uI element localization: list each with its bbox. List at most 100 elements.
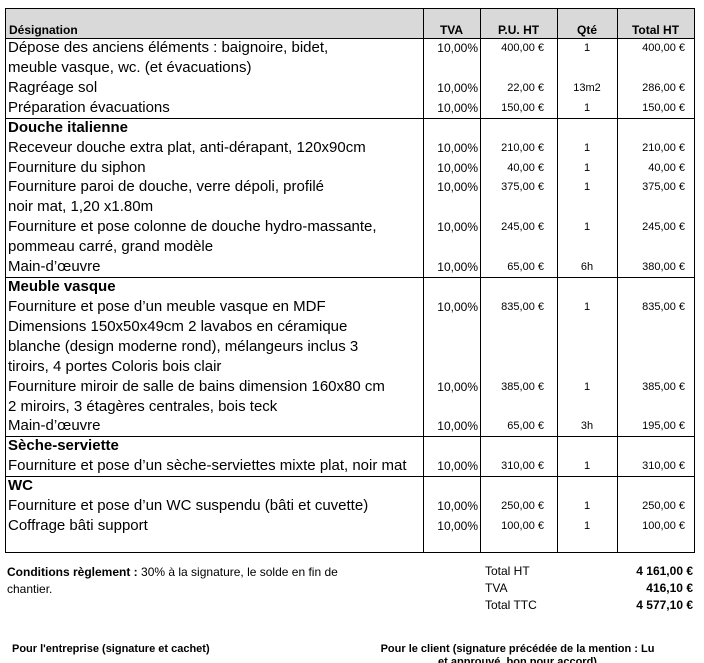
section-title: Meuble vasque — [8, 278, 116, 296]
designation-line: noir mat, 1,20 x1.80m — [8, 198, 154, 216]
payment-terms: Conditions règlement : 30% à la signatur… — [7, 564, 342, 598]
line-total: 150,00 € — [642, 101, 685, 114]
vat-rate: 10,00% — [437, 80, 478, 95]
designation-line: meuble vasque, wc. (et évacuations) — [8, 58, 252, 76]
vat-rate: 10,00% — [437, 459, 478, 474]
quantity: 1 — [583, 161, 591, 174]
designation-line: Coffrage bâti support — [8, 517, 148, 535]
company-signature: Pour l'entreprise (signature et cachet) — [12, 643, 210, 655]
total-value: 4 161,00 € — [636, 564, 693, 578]
designation-line: 2 miroirs, 3 étagères centrales, bois te… — [8, 397, 278, 415]
line-total: 250,00 € — [642, 500, 685, 513]
line-total: 375,00 € — [642, 181, 685, 194]
vat-rate: 10,00% — [437, 260, 478, 275]
designation-line: blanche (design moderne rond), mélangeur… — [8, 337, 359, 355]
column-header: P.U. HT — [497, 23, 540, 37]
unit-price: 100,00 € — [501, 520, 544, 533]
table-frame — [5, 8, 695, 553]
designation-line: Préparation évacuations — [8, 98, 170, 116]
payment-terms-text: 30% à la signature, le solde en fin de c… — [7, 565, 338, 596]
line-total: 286,00 € — [642, 81, 685, 94]
quantity: 13m2 — [573, 81, 601, 94]
unit-price: 835,00 € — [501, 300, 544, 313]
unit-price: 22,00 € — [507, 81, 544, 94]
vat-rate: 10,00% — [437, 140, 478, 155]
vat-rate: 10,00% — [437, 41, 478, 55]
vat-rate: 10,00% — [437, 519, 478, 534]
unit-price: 245,00 € — [501, 221, 544, 234]
designation-line: Fourniture et pose colonne de douche hyd… — [8, 218, 377, 236]
quantity: 1 — [583, 141, 591, 154]
section-divider — [5, 436, 694, 438]
column-header: Total HT — [631, 23, 680, 37]
total-value: 4 577,10 € — [636, 598, 693, 612]
line-total: 835,00 € — [642, 300, 685, 313]
column-divider — [423, 8, 424, 552]
total-label: TVA — [485, 581, 508, 595]
vat-rate: 10,00% — [437, 419, 478, 434]
vat-rate: 10,00% — [437, 160, 478, 175]
unit-price: 385,00 € — [501, 380, 544, 393]
designation-line: Main-d’œuvre — [8, 417, 101, 435]
vat-rate: 10,00% — [437, 220, 478, 235]
unit-price: 210,00 € — [501, 141, 544, 154]
section-title: WC — [8, 477, 33, 495]
quantity: 1 — [583, 42, 591, 54]
column-header: Qté — [576, 23, 597, 37]
total-label: Total TTC — [485, 598, 537, 612]
total-label: Total HT — [485, 564, 530, 578]
designation-line: Fourniture du siphon — [8, 158, 146, 176]
section-divider — [5, 277, 694, 279]
quantity: 1 — [583, 380, 591, 393]
line-total: 385,00 € — [642, 380, 685, 393]
quantity: 6h — [580, 261, 594, 274]
unit-price: 65,00 € — [507, 261, 544, 274]
section-title: Sèche-serviette — [8, 437, 119, 455]
designation-line: Fourniture et pose d’un meuble vasque en… — [8, 297, 326, 315]
unit-price: 250,00 € — [501, 500, 544, 513]
column-header: Désignation — [9, 23, 78, 37]
designation-line: Main-d’œuvre — [8, 258, 101, 276]
vat-rate: 10,00% — [437, 100, 478, 115]
line-total: 310,00 € — [642, 460, 685, 473]
designation-line: tiroirs, 4 portes Coloris bois clair — [8, 357, 222, 375]
line-total: 40,00 € — [648, 161, 685, 174]
unit-price: 310,00 € — [501, 460, 544, 473]
table-header-background — [6, 9, 694, 39]
vat-rate: 10,00% — [437, 299, 478, 314]
vat-rate: 10,00% — [437, 180, 478, 195]
line-total: 100,00 € — [642, 520, 685, 533]
column-divider — [480, 8, 481, 552]
designation-line: Fourniture et pose d’un WC suspendu (bât… — [8, 497, 369, 515]
line-total: 380,00 € — [642, 261, 685, 274]
designation-line: Fourniture et pose d’un sèche-serviettes… — [8, 457, 407, 475]
total-value: 416,10 € — [646, 581, 693, 595]
line-total: 210,00 € — [642, 141, 685, 154]
column-divider — [617, 8, 618, 552]
section-divider — [5, 117, 694, 119]
quantity: 1 — [583, 221, 591, 234]
unit-price: 375,00 € — [501, 181, 544, 194]
column-divider — [557, 8, 558, 552]
designation-line: Fourniture paroi de douche, verre dépoli… — [8, 178, 325, 196]
section-title: Douche italienne — [8, 118, 129, 136]
quantity: 1 — [583, 460, 591, 473]
payment-terms-label: Conditions règlement : — [7, 565, 138, 579]
line-total: 400,00 € — [642, 42, 685, 54]
unit-price: 400,00 € — [501, 42, 544, 54]
designation-line: pommeau carré, grand modèle — [8, 238, 214, 256]
quantity: 3h — [580, 420, 594, 433]
column-header: TVA — [439, 23, 464, 37]
unit-price: 65,00 € — [507, 420, 544, 433]
vat-rate: 10,00% — [437, 379, 478, 394]
unit-price: 40,00 € — [507, 161, 544, 174]
line-total: 195,00 € — [642, 420, 685, 433]
vat-rate: 10,00% — [437, 499, 478, 514]
designation-line: Receveur douche extra plat, anti-dérapan… — [8, 138, 366, 156]
line-total: 245,00 € — [642, 221, 685, 234]
designation-line: Ragréage sol — [8, 78, 98, 96]
client-signature: Pour le client (signature précédée de la… — [380, 643, 655, 663]
section-divider — [5, 476, 694, 478]
designation-line: Dimensions 150x50x49cm 2 lavabos en céra… — [8, 317, 348, 335]
